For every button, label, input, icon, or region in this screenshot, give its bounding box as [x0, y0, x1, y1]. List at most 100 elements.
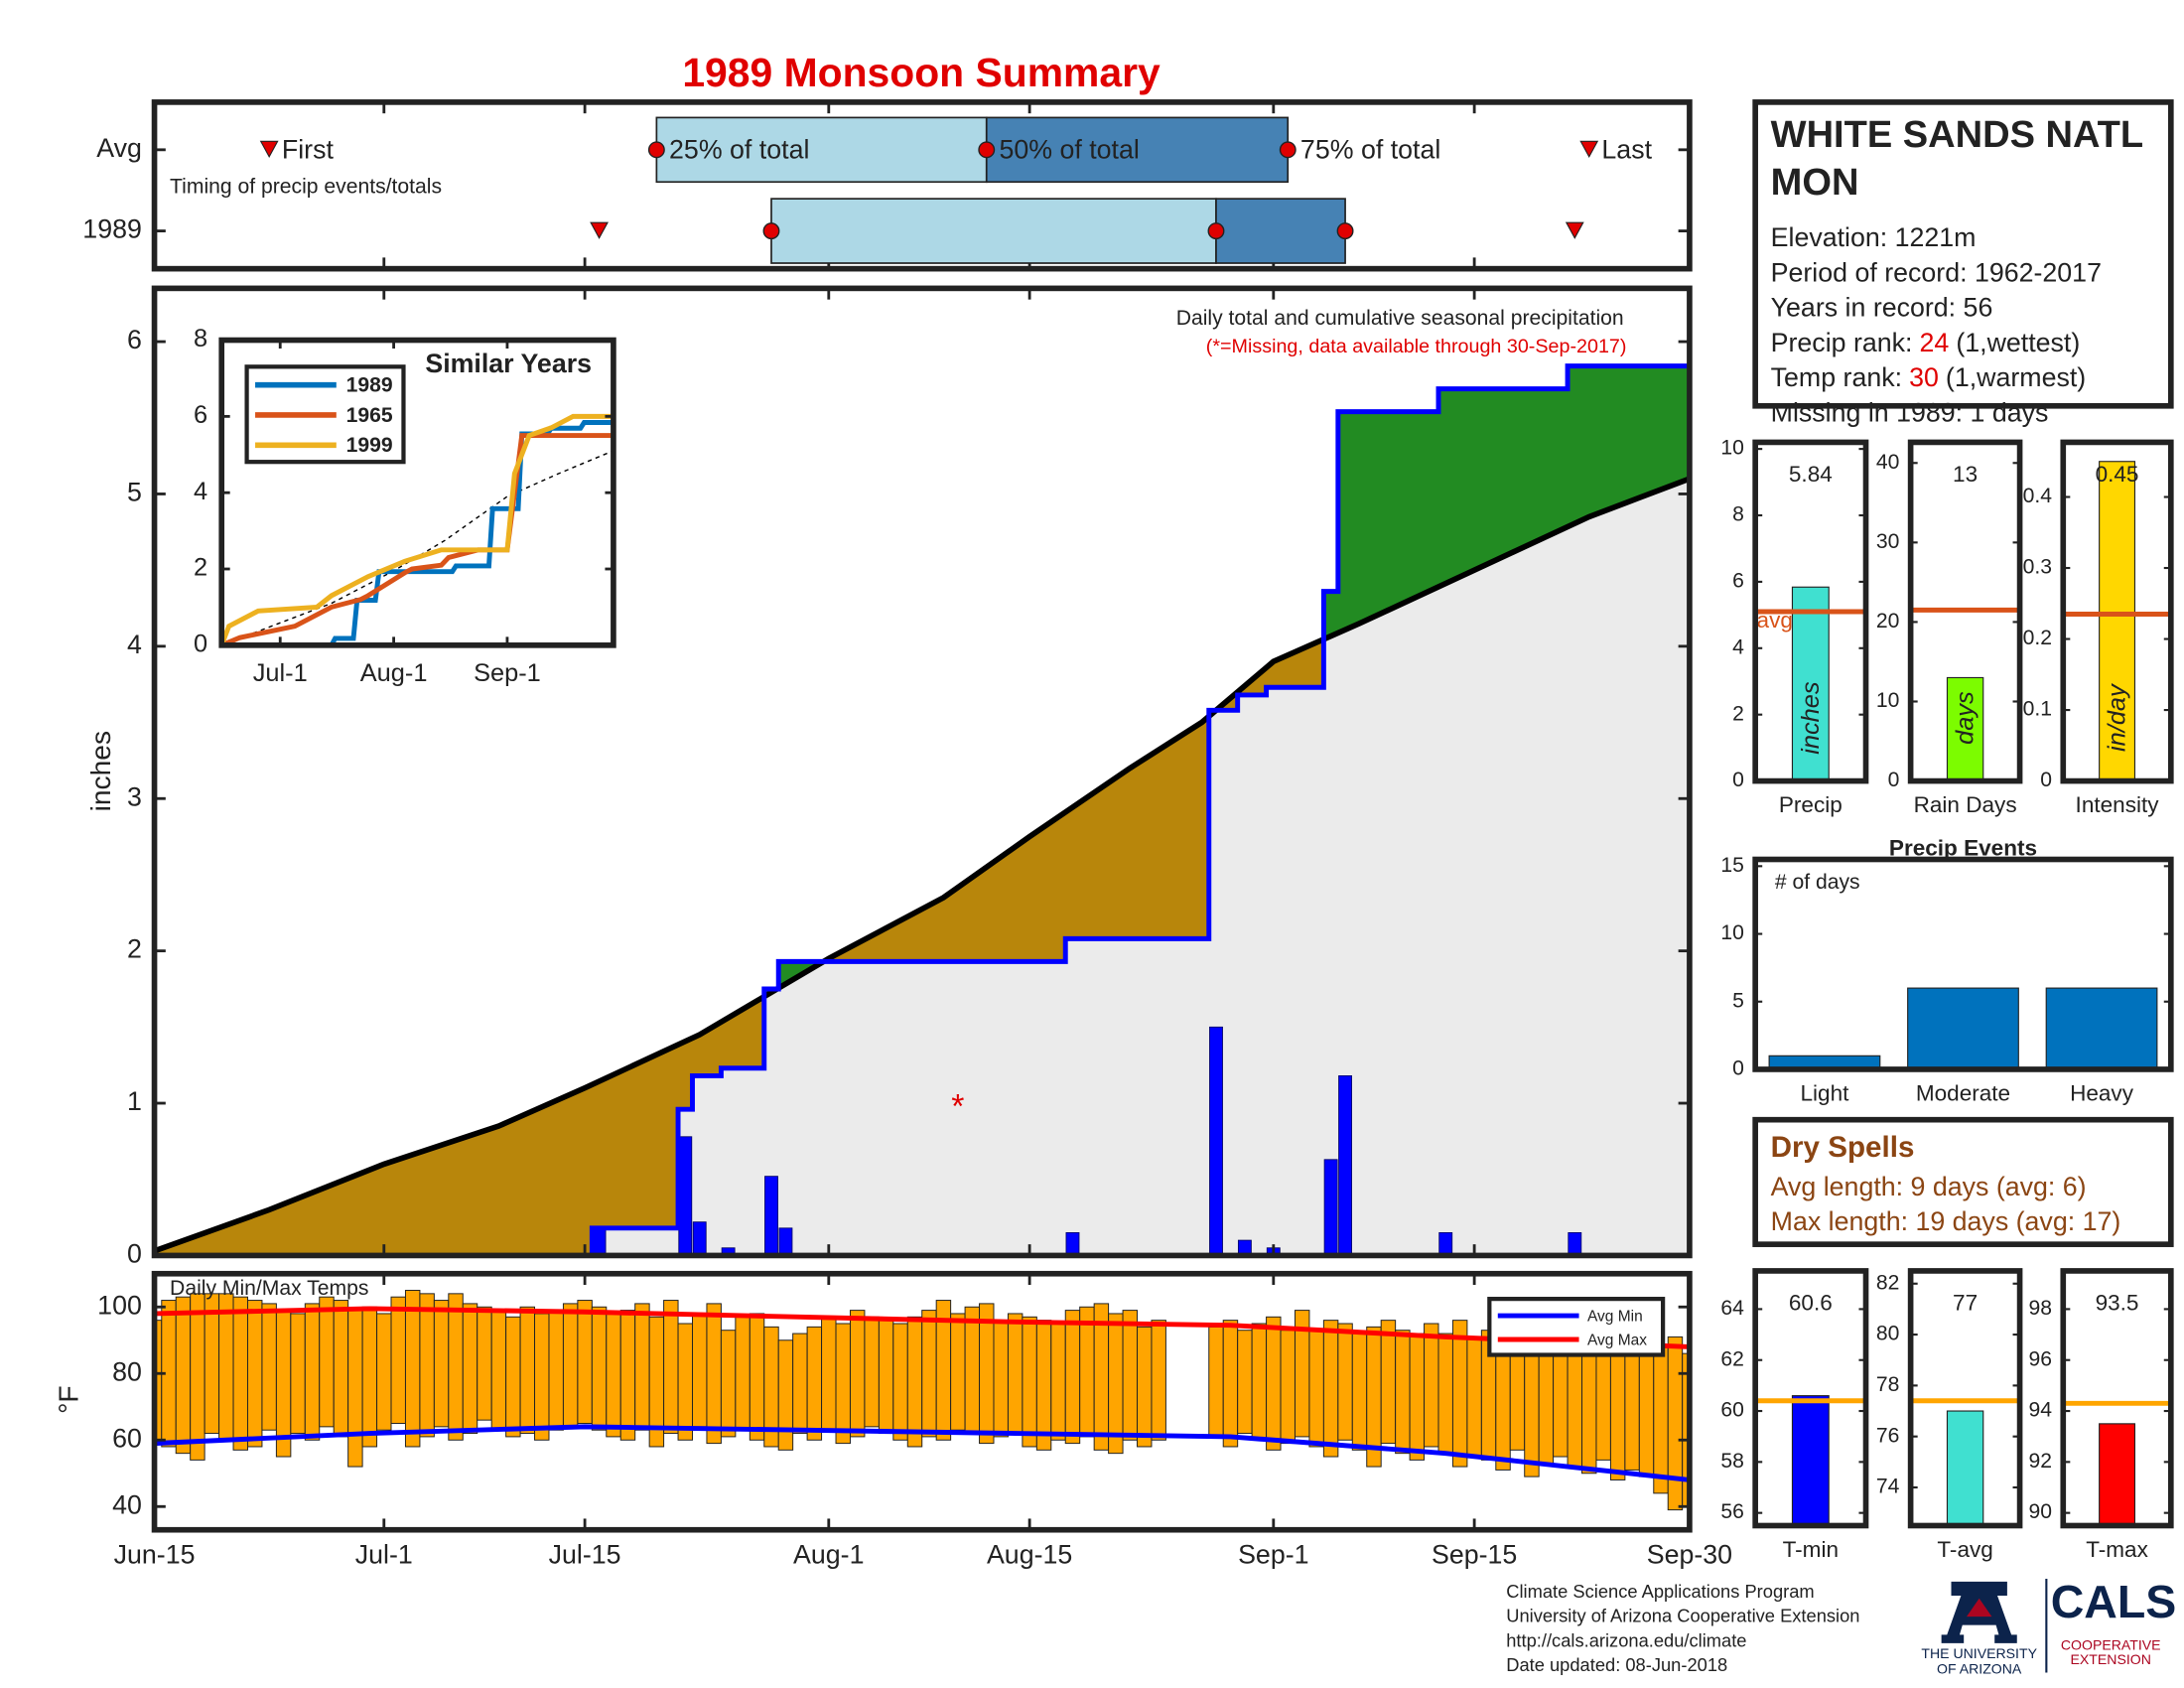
- panel-frame: [1907, 439, 2023, 784]
- temp-range-bar: [1451, 1320, 1468, 1468]
- temp-range-bar: [663, 1300, 679, 1435]
- temp-range-bar: [562, 1303, 579, 1428]
- series-line: [221, 420, 614, 648]
- panel-frame: [218, 337, 616, 648]
- x-tick-label: Aug-15: [987, 1540, 1072, 1570]
- value-label: 60.6: [1789, 1291, 1833, 1316]
- temp-range-bar: [448, 1293, 464, 1441]
- university-logo: [1941, 1579, 2048, 1673]
- temp-range-bar: [1266, 1316, 1282, 1451]
- y-tick-label: 0: [127, 1239, 142, 1269]
- temp-range-bar: [1424, 1323, 1439, 1448]
- temp-range-bar: [433, 1300, 450, 1428]
- rank-value: 24: [1920, 328, 1950, 357]
- temp-range-bar: [534, 1313, 550, 1441]
- avg-cumulative-line: [154, 476, 1690, 1254]
- temp-range-bar: [1337, 1323, 1353, 1441]
- avg-temp-line: [154, 1306, 1690, 1349]
- temp-range-bar: [1322, 1320, 1339, 1458]
- daily-precip-bar: [1209, 1026, 1223, 1256]
- temp-range-bar: [1079, 1306, 1095, 1438]
- temp-range-bar: [519, 1306, 536, 1435]
- y-tick-label: 0.1: [2023, 698, 2052, 721]
- temp-range-bar: [921, 1310, 937, 1438]
- temp-range-bar: [634, 1303, 650, 1431]
- bar: [1946, 1410, 1984, 1527]
- avg-temp-line: [154, 1424, 1690, 1482]
- temp-range-bar: [1524, 1342, 1540, 1477]
- bar: [1791, 1395, 1830, 1527]
- y-tick-label: 20: [1876, 610, 1899, 633]
- temp-range-bar: [1007, 1313, 1024, 1435]
- logo-title: CALS: [2051, 1576, 2177, 1627]
- temp-range-bar: [1108, 1313, 1124, 1455]
- temp-range-bar: [806, 1326, 823, 1441]
- value-label: 5.84: [1789, 462, 1833, 487]
- avg-label: avg: [1757, 608, 1793, 633]
- temp-range-bar: [1351, 1333, 1368, 1451]
- x-axis-label: T-avg: [1937, 1537, 1992, 1562]
- quartile-marker: [647, 141, 665, 159]
- bar-unit-label: in/day: [2104, 683, 2131, 752]
- temp-range-bar: [333, 1300, 349, 1438]
- y-axis-label: inches: [84, 731, 116, 811]
- legend-label: 1989: [346, 374, 393, 397]
- temp-range-bar: [1380, 1320, 1397, 1445]
- rank-value: 30: [1909, 362, 1939, 392]
- marker-label: 75% of total: [1300, 134, 1440, 164]
- y-tick-label: 56: [1720, 1500, 1743, 1523]
- legend-label: Avg Max: [1587, 1333, 1647, 1349]
- station-name: MON: [1771, 162, 1859, 204]
- logo-a-inner: [1967, 1598, 1992, 1618]
- temp-range-bar: [218, 1293, 234, 1441]
- temp-range-bar: [477, 1306, 492, 1421]
- event-marker: [259, 140, 279, 159]
- temp-range-bar: [735, 1316, 751, 1431]
- y-tick-label: 10: [1720, 921, 1743, 944]
- timeline-subtitle: Timing of precip events/totals: [170, 175, 442, 198]
- y-tick-label: 98: [2028, 1297, 2051, 1320]
- temp-range-bar: [290, 1313, 306, 1435]
- temp-bars: [154, 1290, 1690, 1511]
- temp-range-bar: [577, 1300, 593, 1425]
- daily-precip-bar: [678, 1136, 693, 1256]
- temp-range-bar: [591, 1306, 608, 1431]
- temp-range-bar: [232, 1296, 248, 1451]
- dry-spells-box: [1752, 1116, 2174, 1247]
- temp-range-bar: [319, 1296, 335, 1428]
- panel-title: Precip Events: [1889, 836, 2037, 861]
- temp-range-bar: [1122, 1310, 1139, 1441]
- quartile-marker: [978, 141, 996, 159]
- rank-line: Temp rank: 30 (1,warmest): [1771, 362, 2087, 392]
- y-tick-label: 0.2: [2023, 627, 2052, 649]
- temp-range-bar: [1437, 1333, 1453, 1455]
- temp-range-bar: [906, 1316, 923, 1448]
- temp-range-bar: [692, 1313, 708, 1428]
- rank-label: Temp rank:: [1771, 362, 1902, 392]
- temp-range-bar: [490, 1310, 507, 1431]
- series-line: [218, 413, 614, 646]
- footer-line: Date updated: 08-Jun-2018: [1506, 1654, 1727, 1675]
- inset-title: Similar Years: [425, 349, 592, 378]
- temp-range-bar: [777, 1339, 794, 1451]
- temp-range-bar: [749, 1313, 765, 1441]
- rank-note: (1,warmest): [1946, 362, 2086, 392]
- y-tick-label: 0: [194, 631, 207, 658]
- y-tick-label: 5: [127, 478, 142, 507]
- temp-range-bar: [347, 1310, 363, 1468]
- logo-text: EXTENSION: [2071, 1651, 2151, 1667]
- missing-marker: *: [951, 1088, 964, 1126]
- annotation: Daily total and cumulative seasonal prec…: [1176, 307, 1624, 330]
- temp-range-bar: [1395, 1330, 1411, 1455]
- temp-range-bar: [419, 1293, 435, 1438]
- y-tick-label: 15: [1720, 854, 1743, 877]
- temp-range-bar: [261, 1303, 277, 1431]
- temp-range-bar: [677, 1323, 693, 1441]
- y-tick-label: 10: [1720, 437, 1743, 460]
- dry-spells-line: Max length: 19 days (avg: 17): [1771, 1206, 2121, 1236]
- rank-line: Precip rank: 24 (1,wettest): [1771, 328, 2081, 357]
- x-tick-label: Sep-15: [1432, 1540, 1517, 1570]
- y-tick-label: 6: [1732, 569, 1744, 592]
- temp-range-bar: [1137, 1326, 1153, 1448]
